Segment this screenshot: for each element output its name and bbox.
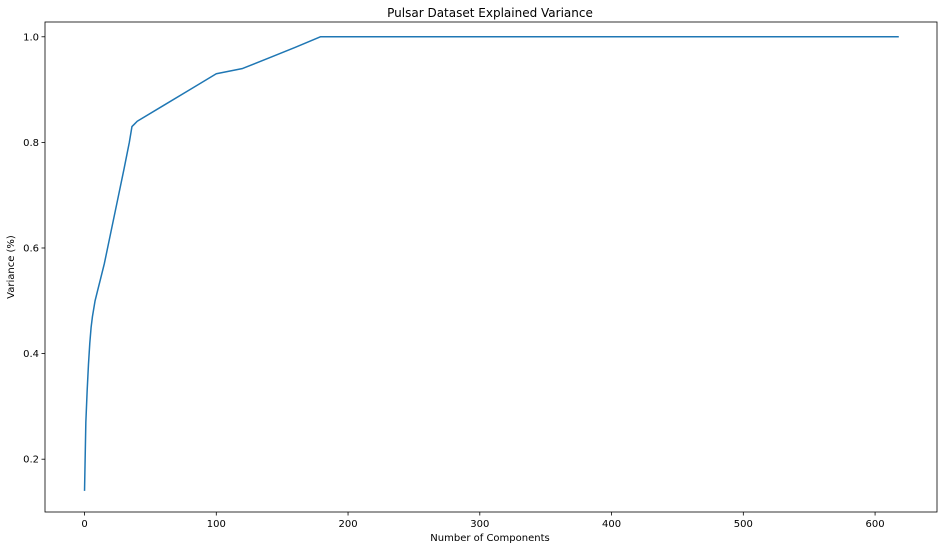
y-tick-label: 0.2 bbox=[23, 455, 39, 466]
x-tick-label: 400 bbox=[602, 519, 621, 530]
y-axis-ticks: 0.2 0.4 0.6 0.8 1.0 bbox=[23, 32, 45, 466]
cumulative-variance-line bbox=[83, 36, 899, 491]
y-tick-label: 0.6 bbox=[23, 243, 39, 254]
x-tick-label: 300 bbox=[470, 519, 489, 530]
x-axis-label: Number of Components bbox=[430, 533, 549, 544]
y-tick-label: 0.4 bbox=[23, 349, 39, 360]
y-axis-label: Variance (%) bbox=[6, 235, 17, 299]
x-tick-label: 600 bbox=[866, 519, 885, 530]
x-tick-label: 500 bbox=[734, 519, 753, 530]
x-tick-label: 200 bbox=[338, 519, 357, 530]
y-tick-label: 0.8 bbox=[23, 138, 39, 149]
y-tick-label: 1.0 bbox=[23, 32, 39, 43]
plot-frame bbox=[44, 21, 938, 513]
x-tick-label: 0 bbox=[81, 519, 87, 530]
x-tick-label: 100 bbox=[207, 519, 226, 530]
chart-title: Pulsar Dataset Explained Variance bbox=[387, 6, 593, 20]
x-axis-ticks: 0 100 200 300 400 500 600 bbox=[81, 512, 885, 530]
